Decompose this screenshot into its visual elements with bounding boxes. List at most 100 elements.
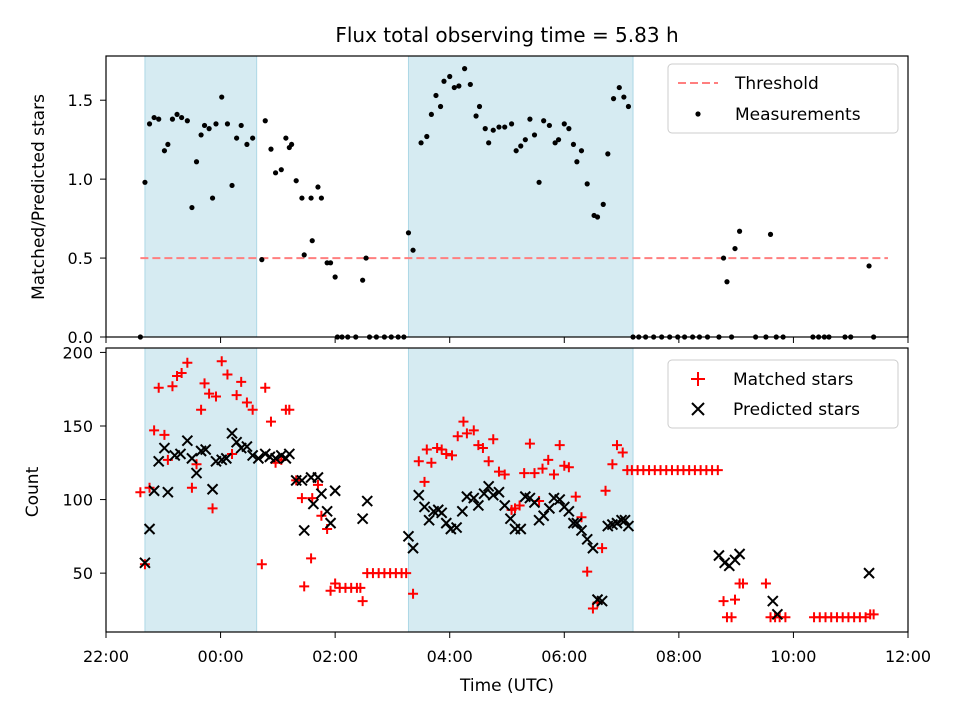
measurement-point: [262, 118, 268, 124]
matched-star-point: [483, 456, 494, 467]
predicted-star-point: [246, 449, 259, 462]
measurement-point: [259, 257, 265, 263]
predicted-star-point: [537, 510, 550, 522]
x-tick-label: 02:00: [312, 647, 358, 666]
predicted-star-point: [269, 452, 282, 465]
predicted-star-point: [767, 595, 779, 607]
matched-star-point: [265, 416, 276, 427]
measurement-point: [724, 279, 730, 285]
legend-predicted-label: Predicted stars: [733, 400, 860, 420]
matched-star-point: [256, 559, 267, 570]
predicted-star-point: [152, 455, 165, 468]
predicted-star-point: [139, 557, 151, 569]
measurement-point: [206, 126, 212, 132]
predicted-star-point: [423, 514, 435, 526]
measurement-point: [482, 126, 488, 132]
predicted-star-point: [571, 517, 583, 529]
count-panel: 50 100 150 200 22:00 00:00 02:00 04:00 06:00 08:…: [23, 343, 931, 696]
matched-star-point: [186, 482, 197, 493]
matched-star-point: [284, 404, 295, 415]
measurement-point: [363, 255, 369, 261]
ratio-panel-frame: [105, 55, 909, 338]
matched-star-point: [597, 543, 608, 554]
predicted-star-point: [493, 486, 505, 498]
measurement-point: [561, 121, 567, 127]
matched-star-point: [306, 553, 317, 564]
predicted-star-point: [158, 442, 171, 454]
matched-star-point: [325, 585, 336, 596]
ratio-y-axis: 0.0 0.5 1.0 1.5: [68, 91, 106, 347]
matched-star-point: [524, 438, 535, 449]
measurement-point: [720, 255, 727, 261]
matched-star-point: [312, 479, 323, 490]
matched-star-point: [149, 425, 160, 436]
predicted-star-point: [553, 493, 566, 506]
x-tick-label: 06:00: [541, 647, 587, 666]
predicted-star-point: [482, 480, 495, 493]
observing-window: [144, 55, 258, 338]
measurement-point: [289, 141, 295, 148]
x-tick-label: 08:00: [656, 647, 702, 666]
measurement-point: [151, 114, 157, 121]
predicted-star-point: [329, 485, 341, 497]
measurement-point: [578, 148, 585, 154]
measurement-point: [299, 195, 305, 201]
count-x-axis: 22:00 00:00 02:00 04:00 06:00 08:00 10:00 12:00: [83, 632, 931, 666]
observing-window-shading: [144, 55, 634, 338]
predicted-star-point: [307, 498, 320, 510]
matched-star-point: [236, 376, 247, 387]
matched-star-point: [436, 444, 447, 455]
predicted-star-point: [622, 520, 635, 532]
measurement-point: [169, 116, 176, 122]
predicted-star-point: [190, 467, 203, 479]
count-y-axis: 50 100 150 200: [62, 343, 106, 583]
matched-star-point: [207, 503, 218, 514]
measurement-point: [293, 178, 299, 184]
count-legend: Matched stars Predicted stars: [667, 359, 899, 429]
measurement-point: [165, 141, 171, 148]
matched-star-point: [159, 429, 170, 440]
predicted-star-point: [283, 448, 296, 460]
matched-star-point: [537, 463, 548, 474]
matched-star-point: [191, 459, 202, 470]
predicted-star-point: [321, 505, 333, 518]
measurement-point: [301, 252, 307, 258]
predicted-star-point: [563, 505, 575, 518]
predicted-star-point: [298, 524, 310, 537]
predicted-star-point: [713, 549, 725, 562]
matched-star-point: [413, 456, 424, 467]
predicted-star-point: [504, 512, 517, 525]
measurement-point: [142, 179, 148, 185]
predicted-star-point: [619, 514, 631, 526]
matched-star-point: [607, 459, 618, 470]
predicted-star-point: [206, 483, 219, 495]
predicted-star-point: [148, 485, 160, 497]
predicted-star-point: [296, 474, 308, 487]
matched-star-point: [260, 382, 271, 393]
matched-star-point: [296, 493, 307, 504]
predicted-star-point: [315, 487, 328, 500]
matched-star-point: [182, 357, 193, 368]
legend-matched-label: Matched stars: [733, 370, 853, 390]
matched-star-point: [461, 428, 472, 439]
measurement-point: [327, 260, 334, 266]
predicted-star-point: [575, 524, 588, 537]
predicted-star-point: [181, 434, 194, 447]
measurement-point: [213, 121, 219, 127]
count-y-axis-label: Count: [23, 466, 43, 517]
measurement-point: [184, 118, 190, 124]
matched-star-point: [582, 566, 593, 577]
measurement-point: [518, 143, 524, 149]
predicted-stars-points: [139, 427, 875, 621]
matched-star-point: [726, 612, 737, 623]
predicted-star-point: [478, 487, 490, 500]
measurement-point: [161, 148, 168, 154]
matched-star-point: [447, 450, 458, 461]
measurement-point: [179, 114, 185, 121]
ratio-y-axis-label: Matched/Predicted stars: [29, 94, 49, 300]
legend-measurements-swatch: [695, 111, 701, 117]
ratio-legend: Threshold Measurements: [667, 63, 899, 134]
measurement-point: [513, 148, 519, 154]
matched-star-point: [738, 578, 749, 589]
predicted-star-point: [733, 548, 746, 560]
